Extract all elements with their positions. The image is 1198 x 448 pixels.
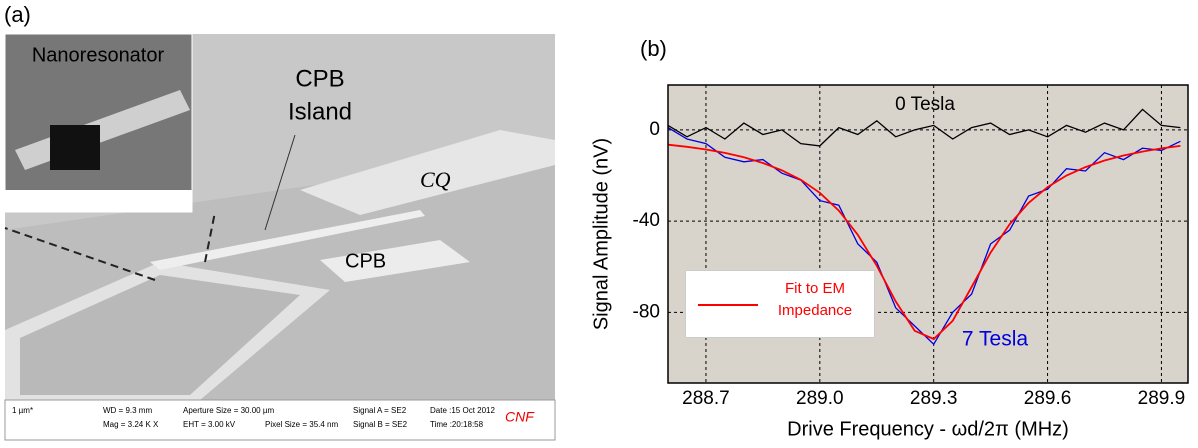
x-tick-label: 288.7	[682, 388, 730, 409]
legend	[685, 270, 875, 338]
panel-label: (a)	[4, 2, 31, 27]
electrode	[150, 210, 425, 270]
plot-border	[667, 84, 1189, 384]
y-tick-label: -40	[633, 210, 660, 231]
series-label: 0 Tesla	[895, 94, 955, 115]
info-text: EHT = 3.00 kV	[183, 420, 236, 429]
y-axis-label: Signal Amplitude (nV)	[590, 138, 612, 330]
info-text: Signal A = SE2	[353, 406, 407, 415]
y-tick-label: -80	[633, 301, 660, 322]
pointer	[264, 134, 296, 231]
info-text: CNF	[505, 409, 535, 425]
info-text: Pixel Size = 35.4 nm	[265, 420, 338, 429]
capacitor	[300, 130, 555, 215]
zoom-line	[204, 211, 216, 263]
legend-label: Fit to EM Impedance	[777, 280, 853, 319]
series-line	[667, 108, 1181, 147]
x-axis-label: Drive Frequency - ωd/2π (MHz)	[787, 418, 1069, 440]
series-label: 7 Tesla	[962, 328, 1028, 351]
legend-swatch	[698, 304, 758, 306]
zoom-line	[4, 227, 156, 281]
cpb-label: CPB	[345, 250, 386, 272]
info-text: Date :15 Oct 2012	[430, 406, 495, 415]
capacitor-label: CQ	[420, 167, 451, 192]
pad-inner	[20, 275, 300, 395]
island-label: CPB	[295, 65, 344, 92]
x-tick-label: 289.3	[910, 388, 958, 409]
trench	[50, 125, 100, 170]
y-tick-label: 0	[649, 119, 660, 140]
inset-bar	[5, 190, 192, 212]
series-line	[667, 143, 1181, 341]
x-tick-label: 289.0	[796, 388, 844, 409]
info-text: Mag = 3.24 K X	[103, 420, 159, 429]
inset-label: Nanoresonator	[32, 44, 165, 66]
info-text: Time :20:18:58	[430, 420, 484, 429]
cpb-pad	[320, 240, 470, 282]
info-text: Aperture Size = 30.00 µm	[183, 406, 274, 415]
x-tick-label: 289.9	[1138, 388, 1186, 409]
island-label: Island	[288, 98, 352, 125]
info-text: Signal B = SE2	[353, 420, 408, 429]
info-text: WD = 9.3 mm	[103, 406, 152, 415]
info-bar	[4, 399, 556, 441]
info-text: 1 µm*	[12, 406, 33, 415]
x-tick-label: 289.6	[1024, 388, 1072, 409]
panel-label: (b)	[640, 36, 667, 61]
